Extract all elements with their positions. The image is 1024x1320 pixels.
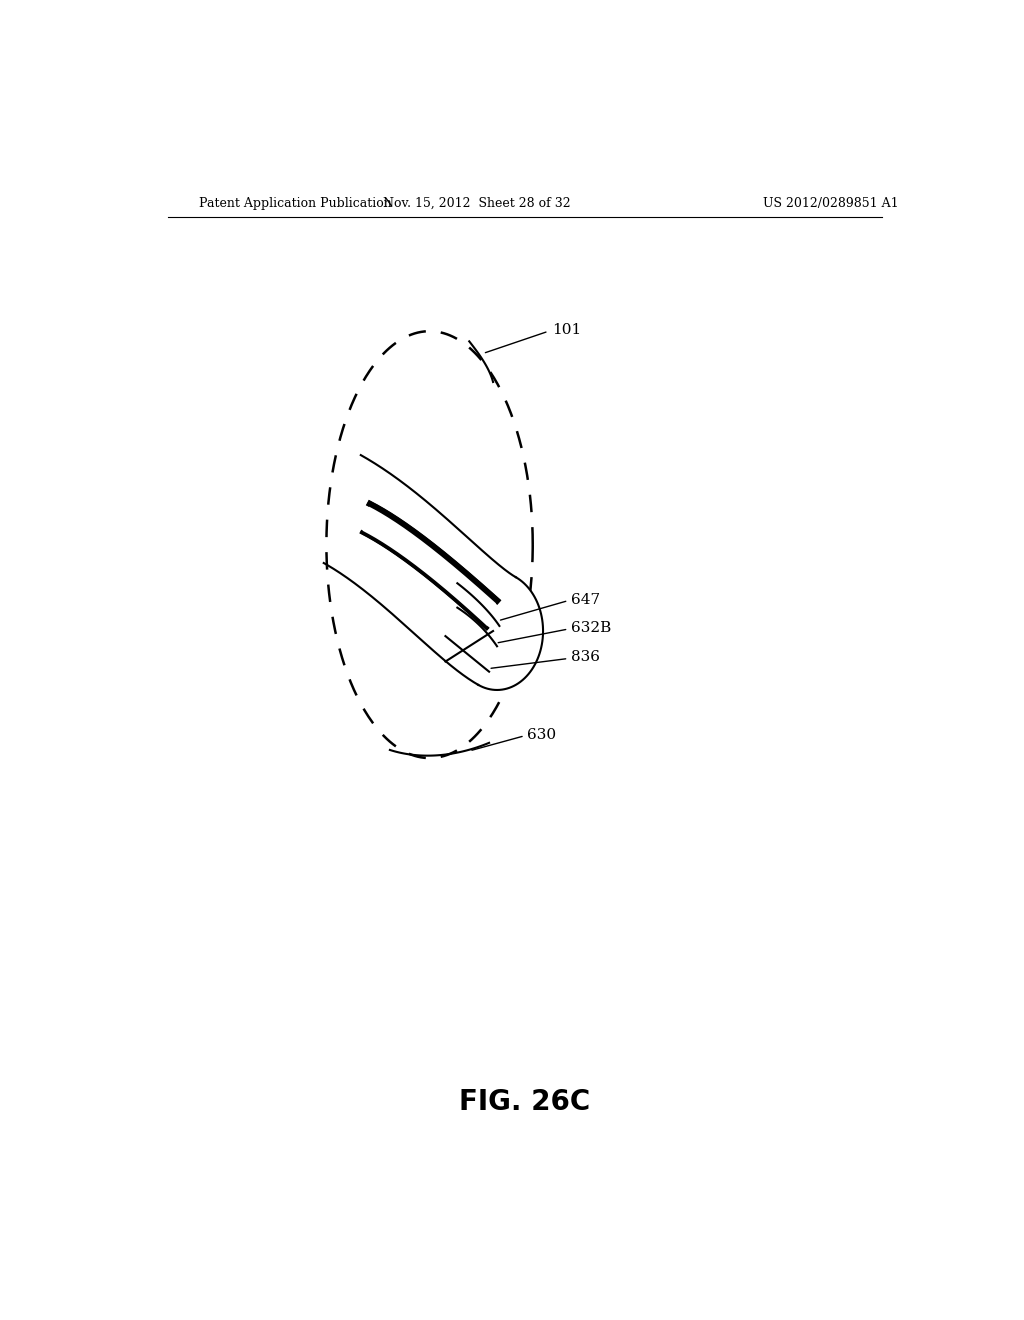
Text: FIG. 26C: FIG. 26C	[459, 1088, 591, 1115]
Text: 101: 101	[553, 323, 582, 337]
Polygon shape	[324, 455, 543, 690]
Text: US 2012/0289851 A1: US 2012/0289851 A1	[763, 197, 898, 210]
Text: 632B: 632B	[570, 620, 611, 635]
Text: 630: 630	[527, 727, 556, 742]
Polygon shape	[362, 504, 497, 628]
Text: Nov. 15, 2012  Sheet 28 of 32: Nov. 15, 2012 Sheet 28 of 32	[383, 197, 571, 210]
Text: Patent Application Publication: Patent Application Publication	[200, 197, 392, 210]
Text: 647: 647	[570, 593, 600, 606]
Text: 836: 836	[570, 651, 600, 664]
